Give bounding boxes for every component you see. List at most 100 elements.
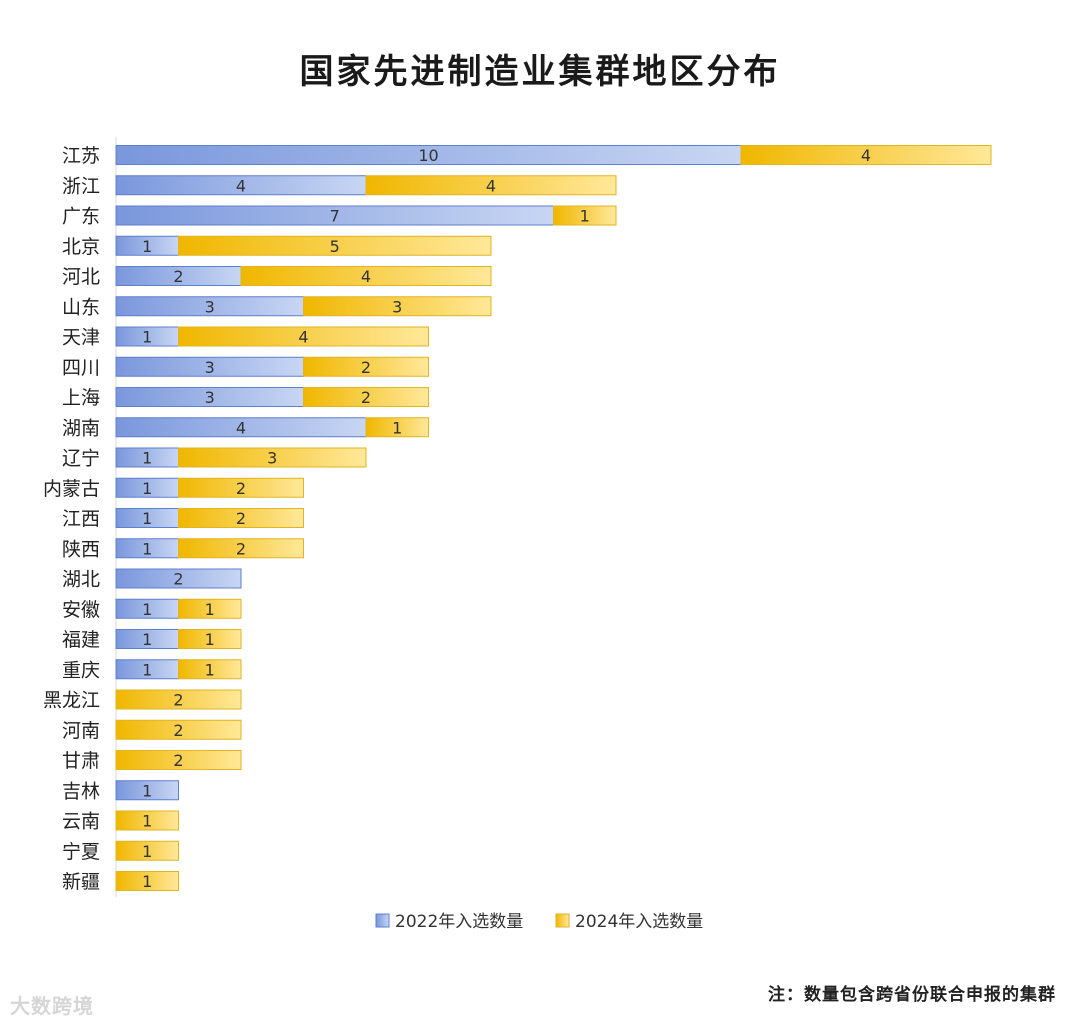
category-label: 安徽 xyxy=(62,599,100,621)
data-label: 4 xyxy=(236,418,246,437)
legend-label-2024: 2024年入选数量 xyxy=(575,912,703,932)
bar-segment-2024 xyxy=(240,266,492,286)
data-label: 1 xyxy=(142,600,152,619)
data-label: 3 xyxy=(267,449,277,468)
category-label: 辽宁 xyxy=(62,448,100,470)
data-label: 7 xyxy=(330,207,340,226)
bar-segment-2024 xyxy=(178,235,492,256)
bar-segment-2024 xyxy=(303,356,429,377)
data-label: 2 xyxy=(236,539,246,558)
data-label: 2 xyxy=(173,570,183,589)
data-label: 1 xyxy=(392,418,402,437)
data-label: 2 xyxy=(173,691,183,710)
bar-segment-2024 xyxy=(115,719,242,740)
category-label: 湖南 xyxy=(62,417,100,439)
data-label: 1 xyxy=(142,328,152,347)
bar-segment-2024 xyxy=(365,175,617,196)
category-label: 江西 xyxy=(62,508,100,530)
data-label: 2 xyxy=(173,721,183,740)
category-label: 浙江 xyxy=(62,175,100,197)
bar-segment-2024 xyxy=(115,689,242,710)
data-label: 3 xyxy=(205,297,215,316)
data-label: 1 xyxy=(205,600,215,619)
data-label: 4 xyxy=(361,267,371,286)
bar-segment-2024 xyxy=(303,387,429,407)
data-label: 4 xyxy=(236,176,246,195)
category-label: 广东 xyxy=(62,206,100,228)
category-label: 新疆 xyxy=(62,871,100,893)
watermark-logo: 大数跨境 xyxy=(10,994,94,1018)
chart-title: 国家先进制造业集群地区分布 xyxy=(299,52,781,92)
category-label: 内蒙古 xyxy=(43,478,100,500)
category-label: 河南 xyxy=(62,720,100,742)
category-label: 陕西 xyxy=(62,538,100,560)
data-label: 1 xyxy=(142,812,152,831)
data-label: 4 xyxy=(486,176,496,195)
bar-segment-2024 xyxy=(115,840,179,861)
bar-segment-2024 xyxy=(178,508,304,528)
category-label: 天津 xyxy=(62,327,100,349)
data-label: 2 xyxy=(236,509,246,528)
bar-segment-2022 xyxy=(115,568,242,589)
data-label: 2 xyxy=(361,358,371,377)
data-label: 1 xyxy=(142,660,152,679)
data-label: 1 xyxy=(142,449,152,468)
data-label: 5 xyxy=(330,237,340,256)
category-label: 江苏 xyxy=(62,145,100,167)
category-label: 云南 xyxy=(62,811,100,833)
data-label: 1 xyxy=(142,872,152,891)
data-label: 4 xyxy=(861,146,871,165)
bar-segment-2024 xyxy=(178,477,304,498)
category-label: 上海 xyxy=(62,387,100,409)
bar-segment-2024 xyxy=(178,538,304,559)
legend-label-2022: 2022年入选数量 xyxy=(395,912,523,932)
bar-segment-2024 xyxy=(178,326,429,347)
data-label: 1 xyxy=(142,842,152,861)
data-label: 1 xyxy=(142,539,152,558)
bar-segment-2024 xyxy=(178,659,242,680)
bar-segment-2024 xyxy=(115,871,179,891)
category-label: 甘肃 xyxy=(62,750,100,772)
category-label: 福建 xyxy=(62,629,100,651)
bar-segment-2024 xyxy=(178,629,242,649)
bar-segment-2024 xyxy=(115,810,179,831)
data-label: 2 xyxy=(361,388,371,407)
data-label: 1 xyxy=(205,630,215,649)
category-label: 宁夏 xyxy=(62,841,100,863)
chart-footnote: 注：数量包含跨省份联合申报的集群 xyxy=(768,985,1056,1005)
category-label: 北京 xyxy=(62,236,100,258)
data-label: 1 xyxy=(142,630,152,649)
data-label: 10 xyxy=(418,146,438,165)
legend-swatch-2022 xyxy=(375,913,390,928)
category-label: 河北 xyxy=(62,266,100,288)
category-label: 吉林 xyxy=(62,780,100,802)
bar-segment-2022 xyxy=(115,780,179,801)
bar-segment-2024 xyxy=(303,296,492,317)
category-label: 四川 xyxy=(62,357,100,379)
category-label: 黑龙江 xyxy=(43,690,100,712)
bar-segment-2024 xyxy=(365,417,429,438)
data-label: 1 xyxy=(142,509,152,528)
data-label: 2 xyxy=(236,479,246,498)
data-label: 1 xyxy=(580,207,590,226)
category-label: 重庆 xyxy=(62,659,100,681)
data-label: 4 xyxy=(298,328,308,347)
bar-segment-2024 xyxy=(178,447,367,468)
data-label: 2 xyxy=(173,267,183,286)
legend-swatch-2024 xyxy=(555,913,570,928)
data-label: 1 xyxy=(142,479,152,498)
data-label: 3 xyxy=(205,358,215,377)
category-label: 山东 xyxy=(62,296,100,318)
data-label: 3 xyxy=(392,297,402,316)
bar-segment-2024 xyxy=(740,145,992,165)
bar-segment-2024 xyxy=(553,205,617,226)
bar-segment-2024 xyxy=(115,750,242,770)
category-label: 湖北 xyxy=(62,569,100,591)
data-label: 1 xyxy=(205,660,215,679)
data-label: 3 xyxy=(205,388,215,407)
data-label: 1 xyxy=(142,781,152,800)
data-label: 1 xyxy=(142,237,152,256)
bar-segment-2024 xyxy=(178,598,242,619)
data-label: 2 xyxy=(173,751,183,770)
